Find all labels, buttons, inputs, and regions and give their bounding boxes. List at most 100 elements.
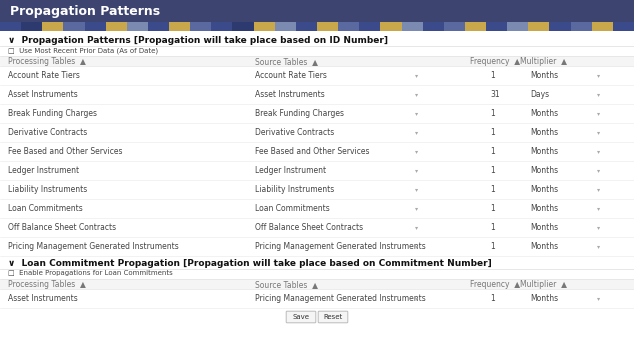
Bar [401, 22, 423, 31]
Text: Pricing Management Generated Instruments: Pricing Management Generated Instruments [255, 294, 426, 303]
Text: ▾: ▾ [415, 73, 418, 78]
Text: 31: 31 [490, 90, 500, 99]
Text: Fee Based and Other Services: Fee Based and Other Services [255, 147, 370, 156]
Text: Loan Commitments: Loan Commitments [8, 204, 83, 213]
Text: ▾: ▾ [415, 92, 418, 97]
Text: 1: 1 [490, 147, 495, 156]
Text: ▾: ▾ [597, 92, 600, 97]
Bar [190, 22, 211, 31]
Bar [423, 22, 444, 31]
Text: ▾: ▾ [597, 130, 600, 135]
Text: ▾: ▾ [415, 296, 418, 301]
Bar [444, 22, 465, 31]
Bar [63, 22, 84, 31]
Text: 1: 1 [490, 242, 495, 251]
Bar [169, 22, 190, 31]
Text: ▾: ▾ [415, 149, 418, 154]
Bar [528, 22, 550, 31]
Text: Liability Instruments: Liability Instruments [255, 185, 334, 194]
Text: 1: 1 [490, 294, 495, 303]
Text: Liability Instruments: Liability Instruments [8, 185, 87, 194]
Text: Account Rate Tiers: Account Rate Tiers [8, 71, 80, 80]
Text: Ledger Instrument: Ledger Instrument [8, 166, 79, 175]
Text: Save: Save [292, 314, 309, 320]
Text: Reset: Reset [323, 314, 342, 320]
Text: Asset Instruments: Asset Instruments [255, 90, 325, 99]
Text: Fee Based and Other Services: Fee Based and Other Services [8, 147, 122, 156]
Text: Account Rate Tiers: Account Rate Tiers [255, 71, 327, 80]
Text: Break Funding Charges: Break Funding Charges [255, 109, 344, 118]
Text: 1: 1 [490, 185, 495, 194]
Bar [127, 22, 148, 31]
Text: Months: Months [530, 294, 558, 303]
Text: Source Tables  ▲: Source Tables ▲ [255, 280, 318, 289]
Text: ▾: ▾ [415, 206, 418, 211]
Bar [613, 22, 634, 31]
Bar [296, 22, 317, 31]
Text: □  Enable Propagations for Loan Commitments: □ Enable Propagations for Loan Commitmen… [8, 270, 172, 276]
Text: Ledger Instrument: Ledger Instrument [255, 166, 326, 175]
Text: ▾: ▾ [415, 225, 418, 230]
Bar [550, 22, 571, 31]
Text: ▾: ▾ [597, 296, 600, 301]
Text: Months: Months [530, 71, 558, 80]
Text: ▾: ▾ [415, 244, 418, 249]
Bar [21, 22, 42, 31]
Bar [0, 0, 634, 22]
Text: Frequency  ▲: Frequency ▲ [470, 280, 520, 289]
Text: Loan Commitments: Loan Commitments [255, 204, 330, 213]
Bar [465, 22, 486, 31]
Text: 1: 1 [490, 166, 495, 175]
Bar [317, 22, 338, 31]
Text: Processing Tables  ▲: Processing Tables ▲ [8, 57, 86, 66]
Text: ∨  Propagation Patterns [Propagation will take place based on ID Number]: ∨ Propagation Patterns [Propagation will… [8, 36, 388, 45]
Text: Months: Months [530, 109, 558, 118]
Text: ▾: ▾ [415, 168, 418, 173]
Text: Months: Months [530, 242, 558, 251]
Bar [233, 22, 254, 31]
Bar [0, 279, 634, 289]
Bar [592, 22, 613, 31]
Text: Source Tables  ▲: Source Tables ▲ [255, 57, 318, 66]
Text: 1: 1 [490, 71, 495, 80]
Bar [507, 22, 528, 31]
Text: ▾: ▾ [597, 187, 600, 192]
Text: Months: Months [530, 185, 558, 194]
Text: Derivative Contracts: Derivative Contracts [8, 128, 87, 137]
Bar [42, 22, 63, 31]
Text: Multiplier  ▲: Multiplier ▲ [520, 57, 567, 66]
Bar [211, 22, 233, 31]
Text: ▾: ▾ [415, 111, 418, 116]
Bar [254, 22, 275, 31]
Text: Break Funding Charges: Break Funding Charges [8, 109, 97, 118]
Text: ∨  Loan Commitment Propagation [Propagation will take place based on Commitment : ∨ Loan Commitment Propagation [Propagati… [8, 259, 492, 268]
Bar [380, 22, 401, 31]
Bar [275, 22, 296, 31]
Text: Pricing Management Generated Instruments: Pricing Management Generated Instruments [255, 242, 426, 251]
Text: ▾: ▾ [597, 168, 600, 173]
Bar [359, 22, 380, 31]
Bar [338, 22, 359, 31]
Text: ▾: ▾ [415, 130, 418, 135]
Text: ▾: ▾ [597, 225, 600, 230]
Text: Days: Days [530, 90, 549, 99]
Bar [84, 22, 106, 31]
Text: ▾: ▾ [597, 73, 600, 78]
Text: □  Use Most Recent Prior Data (As of Date): □ Use Most Recent Prior Data (As of Date… [8, 47, 158, 53]
Text: Processing Tables  ▲: Processing Tables ▲ [8, 280, 86, 289]
Text: Months: Months [530, 223, 558, 232]
Text: Asset Instruments: Asset Instruments [8, 90, 78, 99]
Text: Months: Months [530, 204, 558, 213]
Bar [106, 22, 127, 31]
Text: Multiplier  ▲: Multiplier ▲ [520, 280, 567, 289]
Text: 1: 1 [490, 128, 495, 137]
Bar [486, 22, 507, 31]
Text: Off Balance Sheet Contracts: Off Balance Sheet Contracts [255, 223, 363, 232]
Text: ▾: ▾ [597, 244, 600, 249]
Bar [0, 56, 634, 66]
Text: ▾: ▾ [597, 149, 600, 154]
Bar [0, 22, 21, 31]
Text: ▾: ▾ [597, 206, 600, 211]
Text: Off Balance Sheet Contracts: Off Balance Sheet Contracts [8, 223, 116, 232]
Text: Months: Months [530, 147, 558, 156]
